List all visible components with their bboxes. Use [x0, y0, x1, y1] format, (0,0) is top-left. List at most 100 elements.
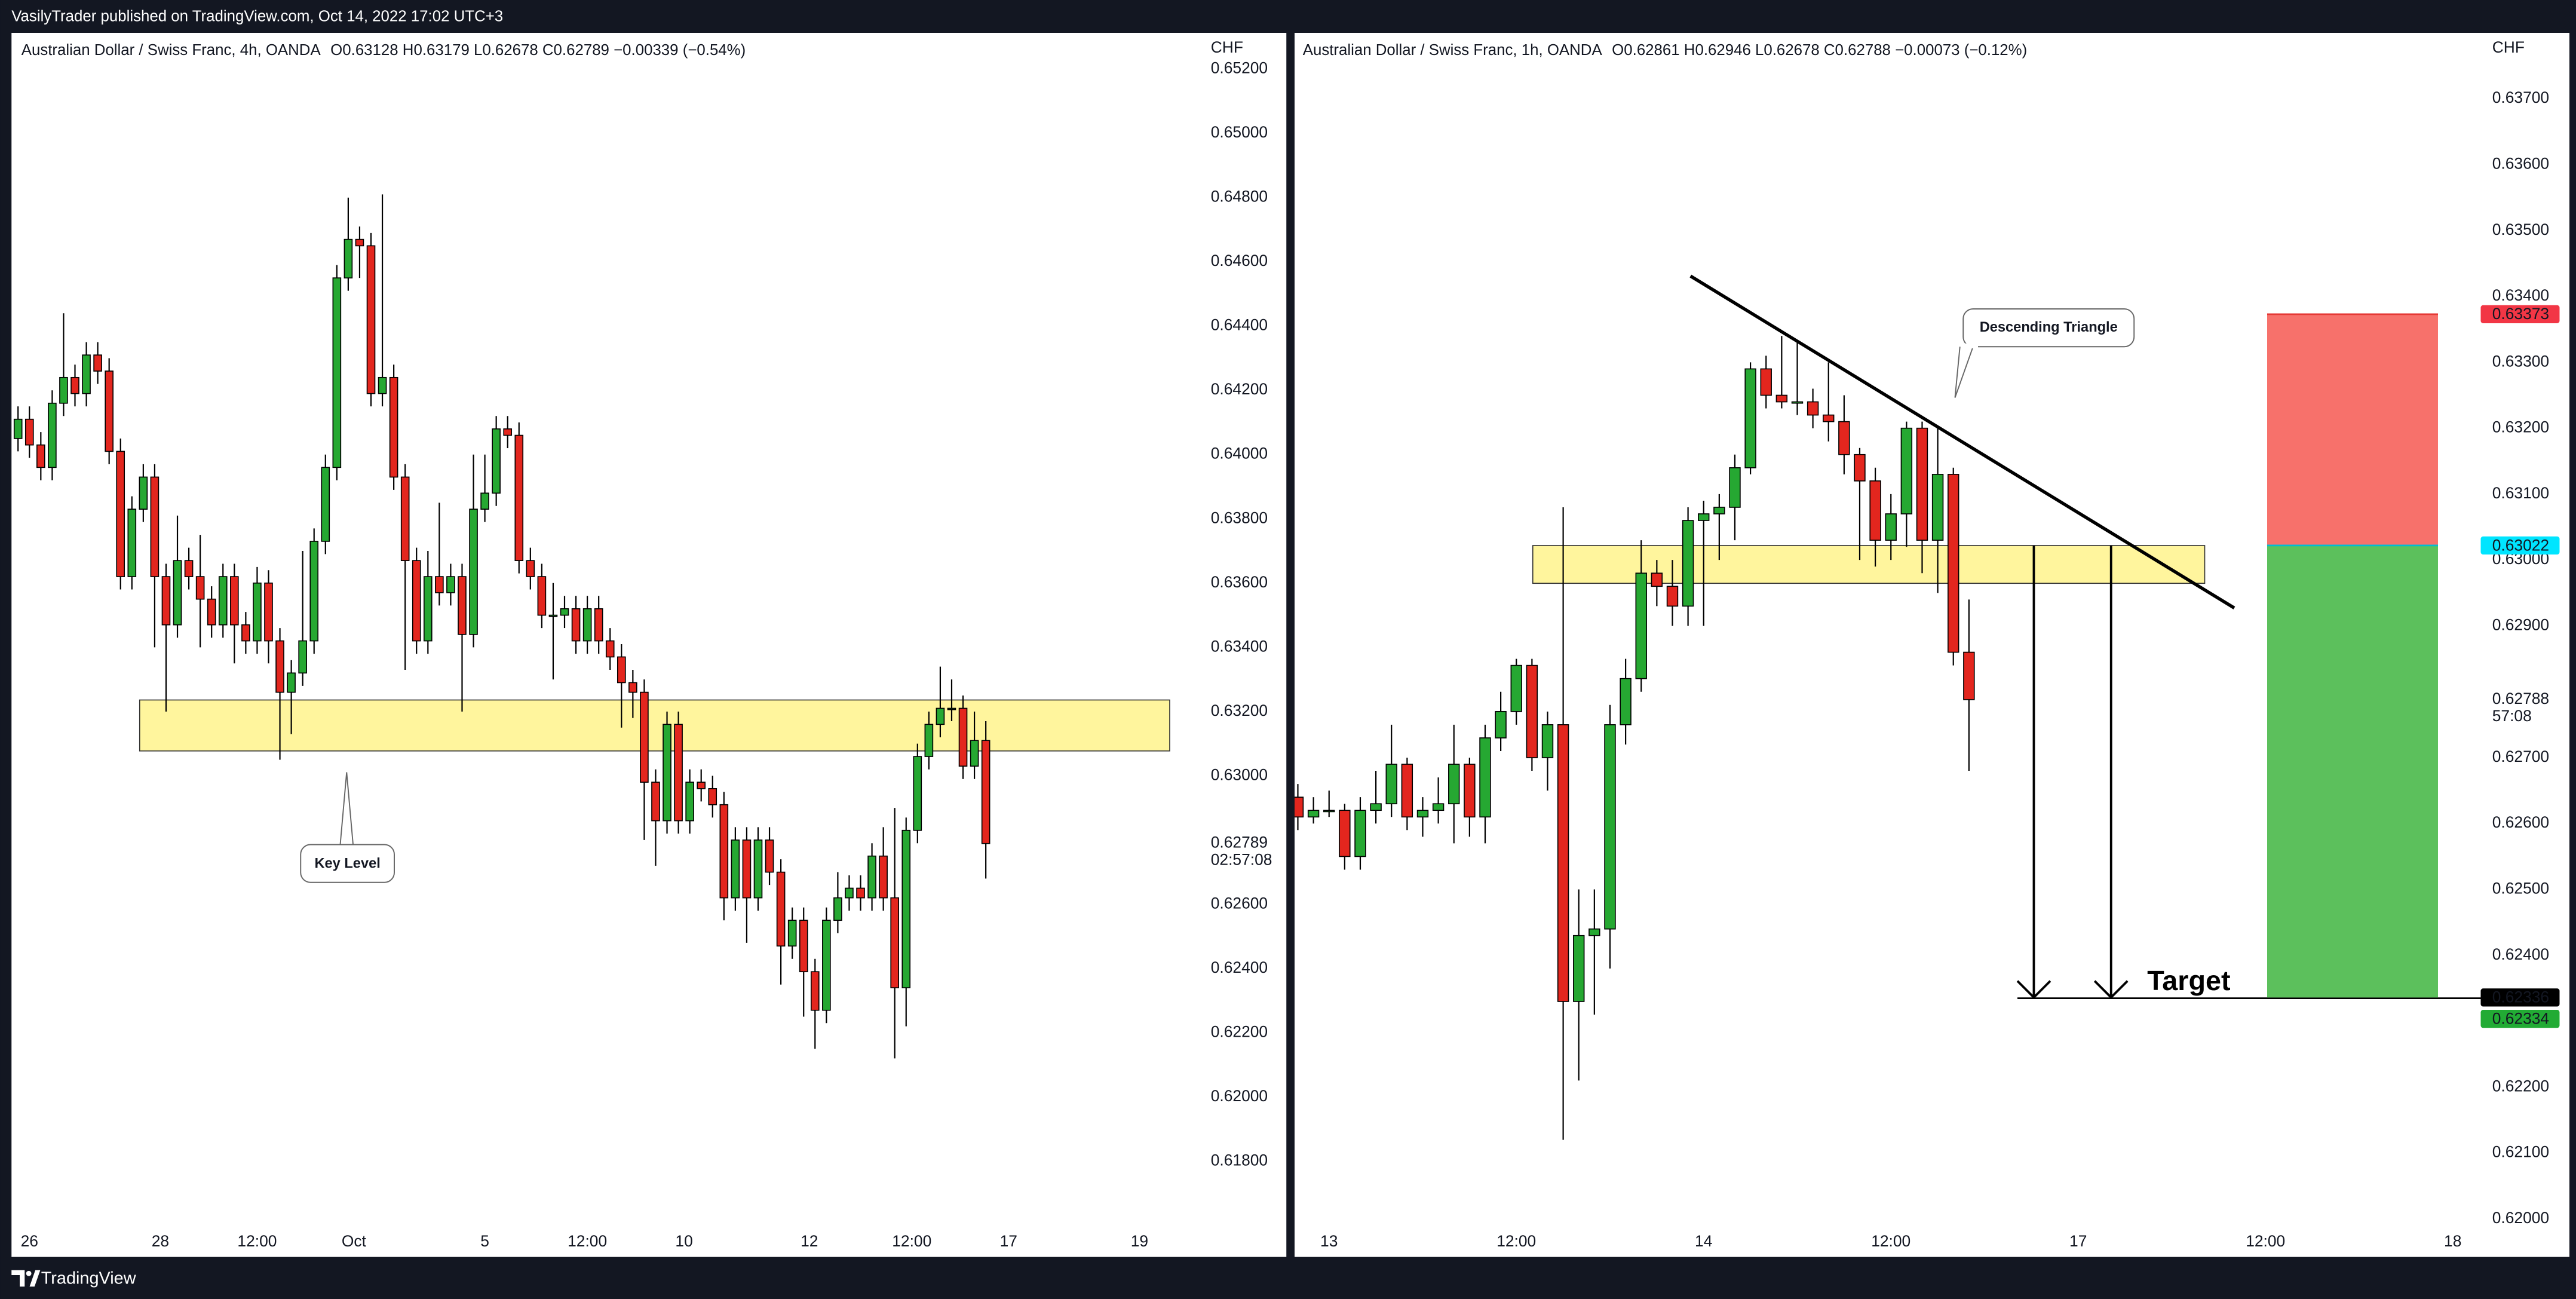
callout-pointer: [1954, 346, 1974, 398]
candle-body: [412, 560, 421, 642]
candle-body: [1323, 810, 1335, 813]
y-tick-label: 0.63600: [2492, 155, 2549, 173]
y-tick-label: 0.63200: [1211, 701, 1268, 719]
candle-body: [298, 640, 307, 674]
candle-body: [480, 492, 489, 510]
candle-body: [1464, 764, 1476, 818]
candle-body: [355, 238, 364, 247]
candle-body: [400, 476, 410, 562]
price-badge: [2480, 1010, 2560, 1028]
x-tick-label: 28: [152, 1232, 169, 1250]
candle-body: [1666, 586, 1679, 607]
candle-body: [1588, 928, 1600, 936]
candle-body: [1807, 401, 1819, 416]
candle-body: [218, 576, 228, 626]
candle-body: [48, 402, 57, 468]
y-tick-label: 0.62000: [1211, 1087, 1268, 1105]
candle-body: [947, 707, 956, 710]
candle-body: [253, 582, 262, 642]
x-tick-label: 26: [21, 1232, 38, 1250]
candle-body: [1510, 664, 1522, 712]
candle-body: [890, 897, 899, 988]
candle-body: [1838, 421, 1850, 455]
candle-body: [59, 376, 68, 404]
candle-body: [1307, 810, 1320, 818]
candle-body: [1541, 724, 1554, 758]
x-tick-label: 17: [2069, 1232, 2087, 1250]
candle-body: [241, 624, 250, 642]
publisher: VasilyTrader published on TradingView.co…: [11, 8, 503, 25]
descending-triangle-label: Descending Triangle: [1980, 320, 2118, 335]
candle-body: [1682, 520, 1694, 607]
candle-body: [685, 782, 694, 822]
candle-body: [389, 376, 398, 478]
candle-body: [207, 598, 216, 626]
candle-body: [195, 576, 205, 600]
candle-body: [1557, 724, 1569, 1002]
candle-body: [765, 840, 774, 873]
y-tick-label: 0.65000: [1211, 123, 1268, 141]
target-arrows: [2016, 545, 2481, 999]
support-zone: [1532, 545, 2206, 584]
countdown: 02:57:08: [1211, 851, 1272, 869]
logo-part: [29, 1270, 41, 1287]
candle-body: [799, 920, 808, 973]
y-tick-label: 0.63400: [2492, 286, 2549, 304]
candle-body: [184, 560, 194, 577]
candle-body: [70, 376, 79, 394]
candle-body: [845, 887, 854, 899]
candle-body: [924, 724, 934, 757]
candle-body: [230, 576, 239, 626]
candle-body: [913, 756, 922, 831]
profit-zone: [2267, 545, 2438, 998]
y-tick-label: 0.65200: [1211, 59, 1268, 77]
candle-body: [1448, 764, 1460, 805]
candle-body: [1526, 664, 1538, 758]
candle-body: [1823, 414, 1835, 422]
y-tick-label: 0.62200: [2492, 1077, 2549, 1095]
candle-body: [139, 476, 148, 510]
x-tick-label: 12:00: [892, 1232, 931, 1250]
callout-box: [300, 844, 395, 883]
candle-body: [1963, 651, 1975, 700]
y-tick-label: 0.62400: [1211, 958, 1268, 976]
target-label: Target: [2147, 965, 2230, 996]
candle-body: [1401, 764, 1413, 818]
last-price-bg: [2489, 690, 2565, 728]
candle-body: [264, 582, 273, 642]
candle-body: [879, 855, 888, 899]
price-badge: [2480, 988, 2560, 1007]
candle-body: [1635, 572, 1647, 679]
logo-part: [26, 1270, 32, 1276]
y-tick-label: 0.62500: [2492, 880, 2549, 897]
candle-body: [605, 640, 615, 658]
candle-body: [127, 508, 137, 577]
y-tick-label: 0.64000: [1211, 445, 1268, 462]
left-panel: [11, 32, 1287, 1257]
series-title: Australian Dollar / Swiss Franc, 1h, OAN…: [1303, 42, 1603, 59]
candle-body: [856, 887, 865, 899]
currency: CHF: [1211, 38, 1243, 56]
candle-body: [1760, 368, 1772, 396]
brand-name: TradingView: [41, 1269, 136, 1288]
candle-body: [1339, 810, 1351, 857]
x-tick-label: 18: [2444, 1232, 2461, 1250]
y-tick-label: 0.62000: [2492, 1209, 2549, 1227]
last-price-bg: [1207, 834, 1283, 872]
candle-body: [173, 560, 182, 626]
price-badge: [2480, 305, 2560, 323]
candle-body: [810, 971, 820, 1011]
candle-body: [503, 428, 513, 436]
x-tick-label: 17: [1000, 1232, 1017, 1250]
callout-box: [1962, 308, 2135, 348]
candle-body: [1573, 935, 1585, 1002]
trend-line: [1689, 274, 2235, 609]
stop-zone: [2267, 314, 2438, 546]
y-tick-label: 0.62700: [2492, 747, 2549, 765]
candle-body: [1869, 480, 1881, 541]
candle-body: [24, 418, 34, 446]
candle-body: [1495, 710, 1507, 739]
candle-body: [537, 576, 547, 616]
candle-body: [708, 788, 717, 805]
candle-body: [901, 829, 911, 988]
